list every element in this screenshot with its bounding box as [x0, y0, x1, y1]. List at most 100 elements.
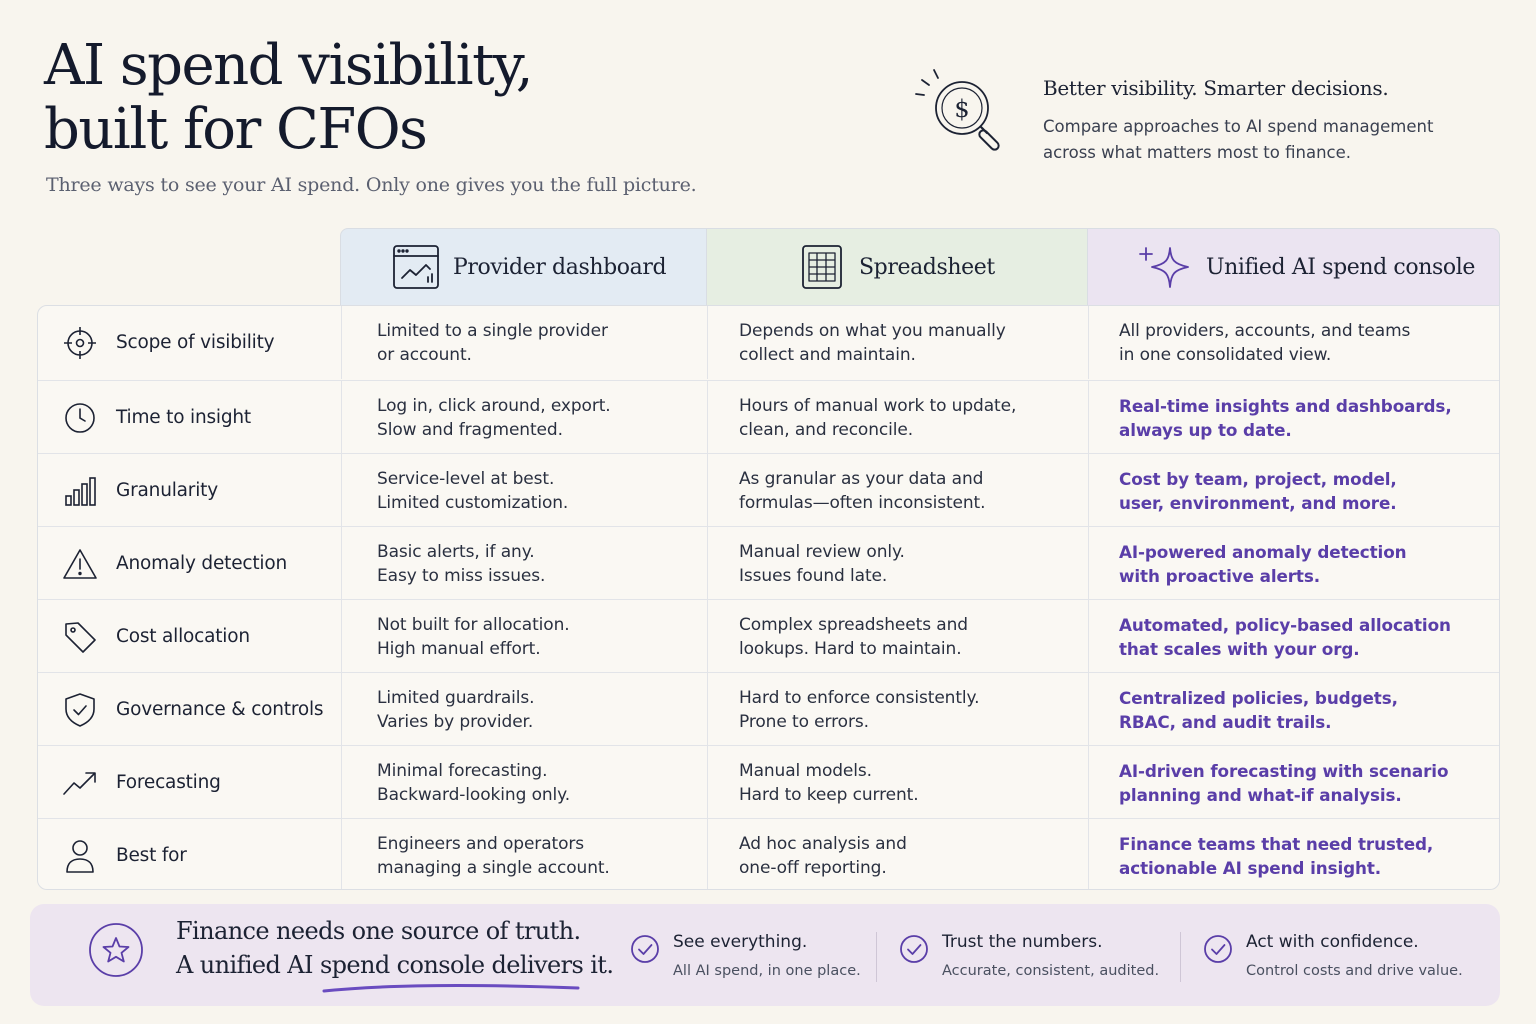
benefit-subtitle: Accurate, consistent, audited.	[942, 963, 1160, 979]
spreadsheet-cell: Ad hoc analysis and one-off reporting.	[707, 819, 1088, 889]
bar-chart-icon	[60, 471, 100, 511]
check-circle-icon	[630, 934, 660, 964]
column-header-spreadsheet: Spreadsheet	[706, 228, 1088, 305]
column-label: Unified AI spend console	[1206, 254, 1475, 280]
feature-cell: Time to insight	[38, 381, 341, 454]
benefit-subtitle: All AI spend, in one place.	[673, 963, 861, 979]
unified-cell: All providers, accounts, and teams in on…	[1088, 306, 1499, 379]
unified-cell: AI-driven forecasting with scenario plan…	[1088, 746, 1499, 819]
provider-cell: Minimal forecasting. Backward-looking on…	[341, 746, 707, 819]
sparkle-icon	[1136, 240, 1196, 294]
provider-text: Log in, click around, export. Slow and f…	[377, 395, 611, 440]
benefit-title: See everything.	[673, 932, 808, 952]
feature-label: Best for	[116, 845, 187, 866]
provider-cell: Log in, click around, export. Slow and f…	[341, 381, 707, 454]
column-label: Provider dashboard	[453, 254, 667, 280]
page-subtitle: Three ways to see your AI spend. Only on…	[46, 174, 697, 196]
spreadsheet-text: Manual models. Hard to keep current.	[739, 760, 919, 805]
table-row: Anomaly detection Basic alerts, if any. …	[38, 526, 1499, 600]
benefit-title: Trust the numbers.	[942, 932, 1103, 952]
feature-cell: Granularity	[38, 454, 341, 527]
table-body: Scope of visibility Limited to a single …	[37, 305, 1500, 890]
divider	[1180, 932, 1181, 982]
table-row: Governance & controls Limited guardrails…	[38, 672, 1499, 746]
table-row: Scope of visibility Limited to a single …	[38, 306, 1499, 379]
unified-text: All providers, accounts, and teams in on…	[1119, 320, 1411, 365]
provider-cell: Not built for allocation. High manual ef…	[341, 600, 707, 673]
column-header-provider-dashboard: Provider dashboard	[340, 228, 707, 305]
feature-label: Time to insight	[116, 407, 251, 428]
provider-text: Basic alerts, if any. Easy to miss issue…	[377, 541, 546, 586]
spreadsheet-cell: Manual review only. Issues found late.	[707, 527, 1088, 600]
feature-label: Granularity	[116, 480, 218, 501]
unified-text: AI-driven forecasting with scenario plan…	[1119, 760, 1449, 805]
page-title: AI spend visibility, built for CFOs	[44, 34, 604, 162]
provider-text: Minimal forecasting. Backward-looking on…	[377, 760, 571, 805]
unified-text: AI-powered anomaly detection with proact…	[1119, 541, 1407, 586]
feature-cell: Forecasting	[38, 746, 341, 819]
dollar-magnifier-icon: $	[912, 66, 1012, 158]
provider-text: Engineers and operators managing a singl…	[377, 833, 610, 878]
feature-label: Cost allocation	[116, 626, 250, 647]
provider-cell: Service-level at best. Limited customiza…	[341, 454, 707, 527]
benefit-subtitle: Control costs and drive value.	[1246, 963, 1463, 979]
provider-text: Service-level at best. Limited customiza…	[377, 468, 569, 513]
warning-icon	[60, 544, 100, 584]
spreadsheet-cell: Hours of manual work to update, clean, a…	[707, 381, 1088, 454]
clock-icon	[60, 398, 100, 438]
star-badge-icon	[88, 922, 144, 978]
unified-text: Real-time insights and dashboards, alway…	[1119, 395, 1452, 440]
column-label: Spreadsheet	[859, 254, 995, 280]
spreadsheet-text: Complex spreadsheets and lookups. Hard t…	[739, 614, 968, 659]
provider-cell: Basic alerts, if any. Easy to miss issue…	[341, 527, 707, 600]
footer-line-2: A unified AI spend console delivers it.	[176, 951, 614, 979]
unified-cell: Centralized policies, budgets, RBAC, and…	[1088, 673, 1499, 746]
benefit-title: Act with confidence.	[1246, 932, 1419, 952]
spreadsheet-text: Hours of manual work to update, clean, a…	[739, 395, 1017, 440]
provider-text: Limited guardrails. Varies by provider.	[377, 687, 535, 732]
column-headers: Provider dashboard Spreadsheet	[340, 228, 1500, 305]
spreadsheet-cell: As granular as your data and formulas—of…	[707, 454, 1088, 527]
provider-cell: Engineers and operators managing a singl…	[341, 819, 707, 889]
feature-cell: Anomaly detection	[38, 527, 341, 600]
comparison-table: Provider dashboard Spreadsheet	[37, 228, 1500, 890]
divider	[876, 932, 877, 982]
spreadsheet-cell: Manual models. Hard to keep current.	[707, 746, 1088, 819]
spreadsheet-cell: Depends on what you manually collect and…	[707, 306, 1088, 379]
feature-label: Governance & controls	[116, 699, 324, 720]
provider-cell: Limited to a single provider or account.	[341, 306, 707, 379]
unified-cell: Cost by team, project, model, user, envi…	[1088, 454, 1499, 527]
spreadsheet-cell: Hard to enforce consistently. Prone to e…	[707, 673, 1088, 746]
spreadsheet-icon	[795, 240, 849, 294]
spreadsheet-text: Ad hoc analysis and one-off reporting.	[739, 833, 907, 878]
title-line-1: AI spend visibility,	[44, 33, 534, 98]
column-header-unified-console: Unified AI spend console	[1087, 228, 1500, 305]
tag-icon	[60, 617, 100, 657]
feature-label: Scope of visibility	[116, 332, 275, 353]
footer-line-1: Finance needs one source of truth.	[176, 917, 581, 945]
unified-text: Finance teams that need trusted, actiona…	[1119, 833, 1434, 878]
underline-stroke	[322, 984, 580, 993]
check-circle-icon	[899, 934, 929, 964]
unified-cell: Real-time insights and dashboards, alway…	[1088, 381, 1499, 454]
shield-check-icon	[60, 690, 100, 730]
crosshair-icon	[60, 323, 100, 363]
spreadsheet-text: As granular as your data and formulas—of…	[739, 468, 986, 513]
provider-cell: Limited guardrails. Varies by provider.	[341, 673, 707, 746]
footer-message: Finance needs one source of truth. A uni…	[176, 914, 614, 982]
unified-text: Centralized policies, budgets, RBAC, and…	[1119, 687, 1398, 732]
spreadsheet-text: Depends on what you manually collect and…	[739, 320, 1006, 365]
feature-cell: Cost allocation	[38, 600, 341, 673]
browser-chart-icon	[389, 240, 443, 294]
table-row: Best for Engineers and operators managin…	[38, 818, 1499, 889]
unified-text: Cost by team, project, model, user, envi…	[1119, 468, 1397, 513]
unified-cell: AI-powered anomaly detection with proact…	[1088, 527, 1499, 600]
footer-banner: Finance needs one source of truth. A uni…	[30, 904, 1500, 1006]
table-row: Time to insight Log in, click around, ex…	[38, 380, 1499, 454]
feature-cell: Best for	[38, 819, 341, 889]
unified-text: Automated, policy-based allocation that …	[1119, 614, 1451, 659]
unified-cell: Finance teams that need trusted, actiona…	[1088, 819, 1499, 889]
feature-label: Forecasting	[116, 772, 221, 793]
table-row: Forecasting Minimal forecasting. Backwar…	[38, 745, 1499, 819]
feature-label: Anomaly detection	[116, 553, 287, 574]
